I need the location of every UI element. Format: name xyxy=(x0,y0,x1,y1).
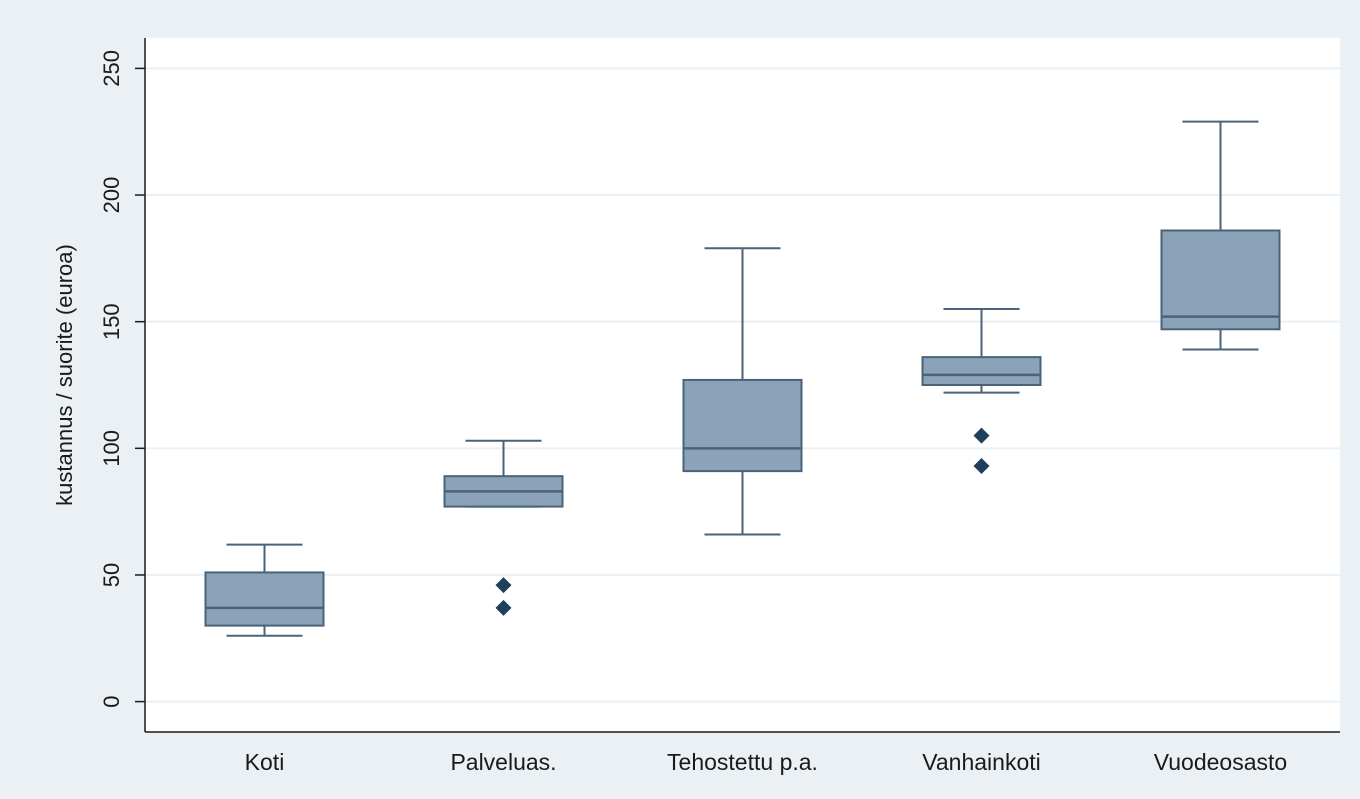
outlier-vanhainkoti-1 xyxy=(973,458,990,475)
iqr-box-vanhainkoti xyxy=(921,356,1042,386)
x-category-label-vuodeosasto: Vuodeosasto xyxy=(1154,749,1287,775)
iqr-box-vuodeosasto xyxy=(1160,229,1281,331)
axes: 0 50 100 150 200 250 Koti Palveluas. Tehostettu … xyxy=(99,38,1340,775)
x-category-label-vanhainkoti: Vanhainkoti xyxy=(922,749,1041,775)
y-tick-label-250: 250 xyxy=(99,50,124,87)
y-axis-title: kustannus / suorite (euroa) xyxy=(52,244,77,506)
box-vuodeosasto xyxy=(1160,120,1281,351)
y-tick-label-150: 150 xyxy=(99,303,124,340)
y-tick-label-50: 50 xyxy=(99,563,124,587)
outlier-palveluas-0 xyxy=(495,577,512,594)
iqr-box-tehostettu-p-a xyxy=(682,378,803,473)
box-tehostettu-p-a xyxy=(682,247,803,536)
y-tick-label-100: 100 xyxy=(99,430,124,467)
x-category-label-tehostettu-p-a: Tehostettu p.a. xyxy=(667,749,818,775)
iqr-box-koti xyxy=(204,571,325,627)
x-category-label-koti: Koti xyxy=(245,749,285,775)
box-palveluas xyxy=(443,439,564,616)
outlier-palveluas-1 xyxy=(495,599,512,616)
box-koti xyxy=(204,543,325,637)
y-tick-label-200: 200 xyxy=(99,177,124,214)
outlier-vanhainkoti-0 xyxy=(973,427,990,444)
box-vanhainkoti xyxy=(921,308,1042,475)
x-category-label-palveluas: Palveluas. xyxy=(450,749,556,775)
box-series xyxy=(204,120,1281,637)
y-tick-label-0: 0 xyxy=(99,695,124,707)
